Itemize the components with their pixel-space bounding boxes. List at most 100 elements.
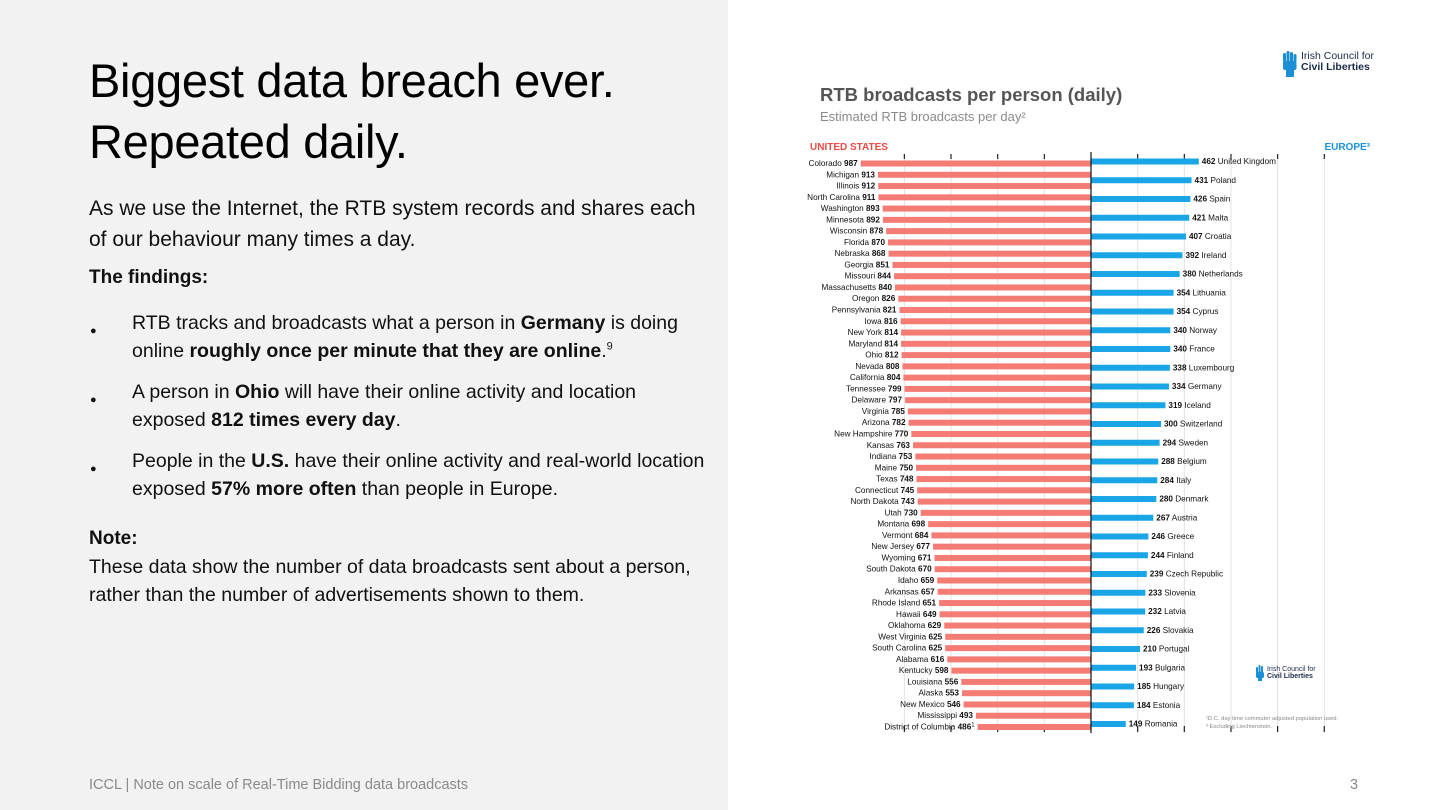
us-bar bbox=[937, 577, 1091, 584]
us-bar-label: North Dakota 743 bbox=[850, 497, 915, 506]
us-bar-value: 808 bbox=[886, 362, 900, 371]
iccl-logo: Irish Council for Civil Liberties bbox=[1281, 51, 1374, 77]
bullet-text-part: 9 bbox=[606, 340, 613, 352]
us-state-name: Ohio bbox=[865, 351, 885, 360]
us-state-name: Wisconsin bbox=[830, 227, 870, 236]
chart-footnote: ¹D.C. day time commuter adjusted populat… bbox=[1206, 716, 1338, 722]
fist-logo-icon bbox=[1261, 666, 1263, 673]
finding-bullet: ● RTB tracks and broadcasts what a person… bbox=[89, 310, 709, 365]
europe-country-name: Finland bbox=[1165, 551, 1195, 560]
us-bar-label: Vermont 684 bbox=[882, 531, 929, 540]
us-bar bbox=[945, 633, 1091, 640]
europe-bar-value: 421 bbox=[1192, 213, 1206, 222]
europe-bar bbox=[1091, 552, 1148, 559]
europe-bar-value: 319 bbox=[1168, 401, 1182, 410]
us-state-name: District of Columbia bbox=[884, 723, 957, 732]
us-bar bbox=[944, 622, 1091, 629]
us-state-name: Wyoming bbox=[881, 553, 917, 562]
us-state-name: New Hampshire bbox=[834, 429, 895, 438]
us-bar bbox=[937, 588, 1091, 595]
us-state-name: Kansas bbox=[867, 441, 897, 450]
chart-footnote: ³ Excluding Liechtenstein. bbox=[1206, 724, 1272, 730]
europe-bar-label: 462 United Kingdom bbox=[1202, 157, 1276, 166]
us-state-name: Arizona bbox=[862, 418, 892, 427]
us-state-name: Connecticut bbox=[855, 486, 901, 495]
europe-bar-value: 340 bbox=[1173, 345, 1187, 354]
us-bar-value: 893 bbox=[866, 204, 880, 213]
us-state-name: Hawaii bbox=[896, 610, 923, 619]
us-state-name: Illinois bbox=[837, 182, 862, 191]
europe-bar-label: 210 Portugal bbox=[1143, 645, 1190, 654]
fist-logo-icon bbox=[1256, 672, 1264, 678]
us-bar-value: 804 bbox=[887, 373, 901, 382]
europe-country-name: Estonia bbox=[1151, 701, 1181, 710]
us-bar bbox=[947, 656, 1091, 663]
us-state-name: New Mexico bbox=[900, 700, 947, 709]
europe-bar-label: 284 Italy bbox=[1160, 476, 1192, 485]
europe-country-name: Luxembourg bbox=[1187, 363, 1235, 372]
europe-bar bbox=[1091, 308, 1174, 315]
us-bar-label: Massachusetts 840 bbox=[821, 283, 892, 292]
note-text: These data show the number of data broad… bbox=[89, 556, 691, 606]
europe-bar bbox=[1091, 402, 1166, 409]
findings-list: ● RTB tracks and broadcasts what a person… bbox=[89, 310, 709, 517]
europe-bar-label: 294 Sweden bbox=[1163, 438, 1209, 447]
europe-country-name: Germany bbox=[1186, 382, 1223, 391]
us-bar bbox=[903, 374, 1091, 381]
us-bar bbox=[899, 307, 1091, 314]
us-state-name: Texas bbox=[876, 475, 900, 484]
us-state-name: West Virginia bbox=[878, 632, 928, 641]
us-state-name: Oklahoma bbox=[888, 621, 928, 630]
us-state-name: Nevada bbox=[855, 362, 886, 371]
europe-country-name: Netherlands bbox=[1196, 270, 1242, 279]
europe-bar-label: 233 Slovenia bbox=[1148, 588, 1196, 597]
europe-bar-label: 334 Germany bbox=[1172, 382, 1223, 391]
bullet-text-part: roughly once per minute that they are on… bbox=[189, 339, 602, 362]
europe-bar bbox=[1091, 627, 1144, 634]
europe-bar bbox=[1091, 589, 1146, 596]
us-bar bbox=[917, 498, 1091, 505]
europe-bar-label: 193 Bulgaria bbox=[1139, 663, 1185, 672]
europe-country-name: Malta bbox=[1206, 213, 1229, 222]
europe-country-name: Italy bbox=[1174, 476, 1192, 485]
europe-bar bbox=[1091, 702, 1134, 709]
europe-bar-value: 246 bbox=[1151, 532, 1165, 541]
europe-bar-value: 185 bbox=[1137, 682, 1151, 691]
us-bar bbox=[939, 600, 1091, 607]
fist-logo-icon bbox=[1283, 51, 1297, 77]
chart-subtitle: Estimated RTB broadcasts per day² bbox=[820, 109, 1026, 124]
us-bar bbox=[975, 712, 1091, 719]
us-bar-label: California 804 bbox=[850, 373, 901, 382]
us-bar-label: Washington 893 bbox=[821, 204, 880, 213]
us-state-name: Alaska bbox=[918, 689, 945, 698]
europe-country-name: Austria bbox=[1170, 513, 1198, 522]
us-bar-value: 878 bbox=[869, 227, 883, 236]
us-bar-label: Hawaii 649 bbox=[896, 610, 937, 619]
europe-bar-label: 246 Greece bbox=[1151, 532, 1194, 541]
us-state-name: New Jersey bbox=[871, 542, 916, 551]
europe-bar bbox=[1091, 646, 1140, 652]
us-bar-label: Utah 730 bbox=[884, 508, 918, 517]
us-bar-label: Alabama 616 bbox=[896, 655, 945, 664]
us-bar bbox=[878, 183, 1091, 190]
us-bar-value: 821 bbox=[883, 306, 897, 315]
us-bar bbox=[928, 521, 1091, 528]
us-bar-value: 826 bbox=[882, 294, 896, 303]
us-state-name: Indiana bbox=[870, 452, 899, 461]
us-state-name: Massachusetts bbox=[821, 283, 878, 292]
us-bar-value: 698 bbox=[911, 520, 925, 529]
us-bar bbox=[916, 476, 1091, 483]
europe-country-name: Croatia bbox=[1203, 232, 1232, 241]
us-state-name: Michigan bbox=[826, 170, 861, 179]
europe-bar bbox=[1091, 196, 1191, 202]
bullet-dot-icon: ● bbox=[90, 325, 97, 337]
europe-bar bbox=[1091, 252, 1183, 259]
us-bar bbox=[878, 194, 1091, 201]
us-bar-value: 743 bbox=[901, 497, 915, 506]
footer-text: ICCL | Note on scale of Real-Time Biddin… bbox=[89, 777, 469, 793]
europe-bar-value: 233 bbox=[1148, 588, 1162, 597]
us-bar-value: 851 bbox=[876, 260, 890, 269]
embedded-logo-line-2: Civil Liberties bbox=[1267, 673, 1313, 680]
europe-country-name: Norway bbox=[1187, 326, 1218, 335]
europe-bar bbox=[1091, 496, 1157, 502]
